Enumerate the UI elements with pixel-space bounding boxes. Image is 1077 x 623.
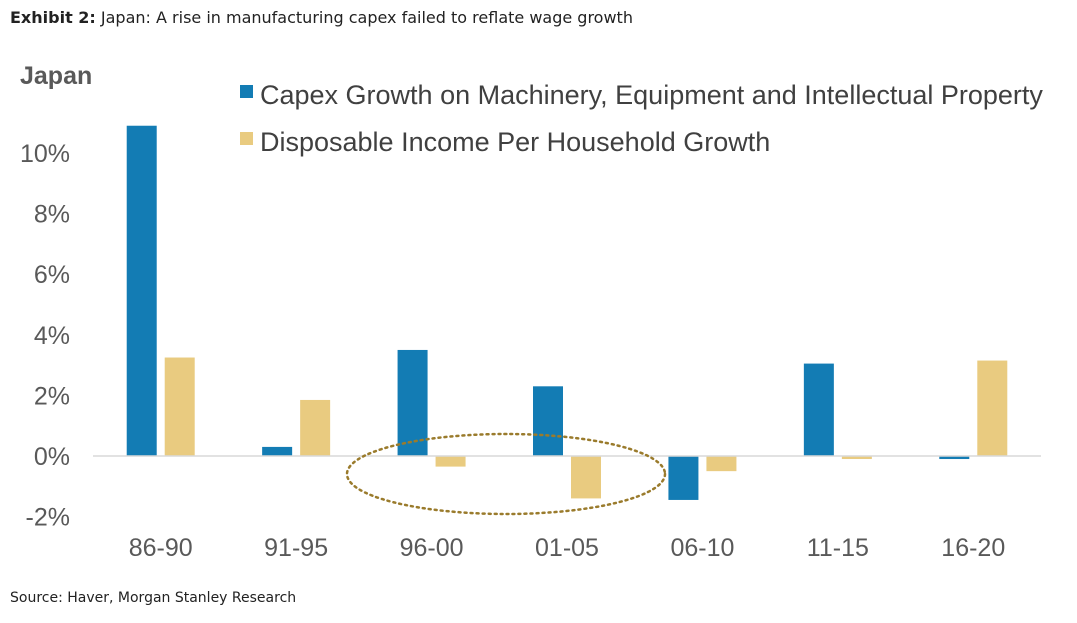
x-tick-label: 06-10 <box>670 534 734 562</box>
exhibit-title: Japan: A rise in manufacturing capex fai… <box>100 8 633 27</box>
bar-income-01-05 <box>571 456 601 499</box>
bar-income-11-15 <box>841 456 872 460</box>
bar-income-96-00 <box>435 456 466 467</box>
legend-swatch-income <box>240 132 253 145</box>
x-tick-label: 86-90 <box>129 534 193 562</box>
bar-capex-86-90 <box>126 125 157 456</box>
legend-label-capex: Capex Growth on Machinery, Equipment and… <box>260 80 1043 110</box>
source-note: Source: Haver, Morgan Stanley Research <box>10 590 297 606</box>
y-tick-label: -2% <box>26 504 70 532</box>
x-tick-label: 16-20 <box>941 534 1005 562</box>
y-tick-label: 2% <box>34 382 70 410</box>
chart-title: Japan <box>20 62 92 90</box>
y-tick-label: 6% <box>34 261 70 289</box>
y-tick-label: 0% <box>34 443 70 471</box>
bar-capex-16-20 <box>939 456 970 460</box>
exhibit-header: Exhibit 2: Japan: A rise in manufacturin… <box>10 8 633 27</box>
bar-capex-11-15 <box>803 363 834 456</box>
y-tick-label: 8% <box>34 201 70 229</box>
legend-swatch-capex <box>240 85 253 98</box>
bar-income-06-10 <box>706 456 737 472</box>
x-tick-label: 11-15 <box>807 534 869 562</box>
y-tick-label: 10% <box>20 140 70 168</box>
y-tick-label: 4% <box>34 322 70 350</box>
bar-income-91-95 <box>300 399 331 456</box>
annotation-ellipse <box>345 432 667 516</box>
legend-label-income: Disposable Income Per Household Growth <box>260 127 770 157</box>
bar-income-86-90 <box>164 357 195 456</box>
bar-capex-91-95 <box>262 446 293 456</box>
bar-capex-01-05 <box>533 386 563 456</box>
x-tick-label: 91-95 <box>264 534 328 562</box>
exhibit-label: Exhibit 2: <box>10 8 96 27</box>
x-tick-label: 01-05 <box>535 534 599 562</box>
bar-capex-96-00 <box>397 349 428 456</box>
bar-income-16-20 <box>977 360 1008 456</box>
x-tick-label: 96-00 <box>400 534 464 562</box>
bar-capex-06-10 <box>668 456 699 500</box>
